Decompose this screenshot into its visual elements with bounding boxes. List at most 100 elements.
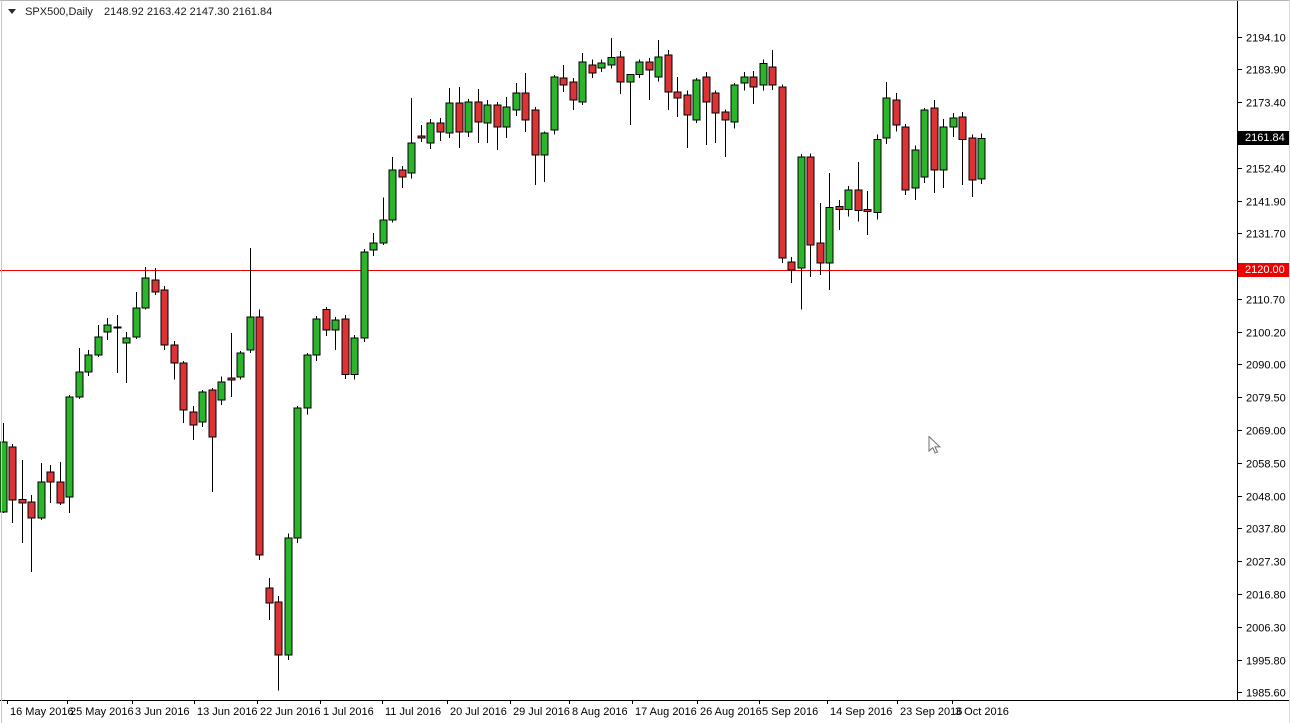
candle-body-down xyxy=(901,126,910,191)
price-axis-label: 2100.20 xyxy=(1246,328,1286,340)
time-axis-label: 26 Aug 2016 xyxy=(700,706,762,718)
ohlc-values-label: 2148.92 2163.42 2147.30 2161.84 xyxy=(104,6,273,18)
time-axis-label: 13 Jun 2016 xyxy=(197,706,258,718)
candle-body-down xyxy=(27,501,36,519)
candle-body-up xyxy=(911,149,920,189)
candle-body-up xyxy=(797,156,806,269)
candle-body-up xyxy=(550,76,559,131)
candle-body-down xyxy=(56,481,65,504)
candle-body-up xyxy=(350,337,359,376)
candle-body-down xyxy=(151,279,160,293)
candle-body-down xyxy=(806,156,815,246)
time-axis-label: 22 Jun 2016 xyxy=(260,706,321,718)
candle-body-up xyxy=(759,63,768,86)
candle-body-down xyxy=(46,471,55,483)
price-axis-label: 2110.70 xyxy=(1246,295,1285,307)
candle-body-up xyxy=(369,242,378,251)
window-frame-left xyxy=(1,0,2,723)
candle-body-up xyxy=(483,104,492,124)
candle-body-up xyxy=(654,56,663,78)
candle-body-down xyxy=(436,122,445,133)
candle-body-up xyxy=(65,396,74,498)
time-axis-label: 3 Jun 2016 xyxy=(135,706,189,718)
price-axis-label: 2090.00 xyxy=(1246,360,1286,372)
price-axis-label: 2183.90 xyxy=(1246,65,1286,77)
candle-body-down xyxy=(455,102,464,133)
candle-body-down xyxy=(702,76,711,103)
candle-body-up xyxy=(445,102,454,134)
symbol-dropdown-icon[interactable] xyxy=(8,9,16,14)
candle-body-up xyxy=(141,277,150,309)
time-axis-label: 29 Jul 2016 xyxy=(513,706,570,718)
time-axis-label: 23 Sep 2016 xyxy=(900,706,962,718)
price-axis-label: 1985.60 xyxy=(1246,688,1286,700)
time-axis-label: 20 Jul 2016 xyxy=(450,706,507,718)
candle-body-down xyxy=(892,99,901,126)
candle-body-up xyxy=(246,316,255,351)
price-axis-label: 1995.80 xyxy=(1246,656,1286,668)
candle-body-down xyxy=(664,54,673,93)
candle-body-up xyxy=(303,354,312,409)
candle-body-up xyxy=(578,61,587,103)
price-axis-label: 2131.70 xyxy=(1246,229,1286,241)
candle-body-up xyxy=(740,76,749,84)
candle-body-up xyxy=(692,79,701,121)
candle-body-down xyxy=(673,91,682,99)
candle-body-up xyxy=(730,84,739,123)
price-axis-label: 2048.00 xyxy=(1246,492,1286,504)
current-price-badge: 2161.84 xyxy=(1238,131,1290,145)
horizontal-line-price-value: 2120.00 xyxy=(1245,264,1285,276)
candle-body-down xyxy=(645,61,654,71)
price-axis-label: 2016.80 xyxy=(1246,590,1286,602)
price-axis-label: 2152.40 xyxy=(1246,164,1286,176)
candle-body-up xyxy=(312,318,321,356)
candle-body-up xyxy=(284,537,293,656)
chart-header: SPX500,Daily 2148.92 2163.42 2147.30 216… xyxy=(8,6,272,18)
price-axis-label: 2058.50 xyxy=(1246,459,1286,471)
candle-body-down xyxy=(255,316,264,556)
candle-body-up xyxy=(635,61,644,76)
candle-body-down xyxy=(778,86,787,259)
candle-body-down xyxy=(274,601,283,656)
candle-body-down xyxy=(616,56,625,83)
candle-body-down xyxy=(170,344,179,364)
candle-body-down xyxy=(521,92,530,121)
candle-body-up xyxy=(920,109,929,178)
candle-body-up xyxy=(426,122,435,144)
candle-body-up xyxy=(388,169,397,221)
candle-body-down xyxy=(417,135,426,139)
time-axis-label: 25 May 2016 xyxy=(70,706,134,718)
candle-body-down xyxy=(683,94,692,116)
candle-body-down xyxy=(474,101,483,123)
candle-body-up xyxy=(75,371,84,398)
time-axis-label: 11 Jul 2016 xyxy=(385,706,441,718)
candle-body-down xyxy=(863,208,872,212)
candle-body-down xyxy=(968,137,977,181)
candle-body-down xyxy=(189,411,198,426)
candle-body-up xyxy=(37,481,46,519)
price-axis-label: 2037.80 xyxy=(1246,524,1286,536)
candle-body-down xyxy=(8,446,17,501)
candle-body-down xyxy=(930,107,939,171)
candle-body-up xyxy=(825,206,834,264)
candle-body-up xyxy=(122,337,131,344)
price-axis-label: 2194.10 xyxy=(1246,33,1286,45)
candle-body-down xyxy=(559,77,568,86)
candle-body-up xyxy=(882,97,891,139)
price-axis-label: 2141.90 xyxy=(1246,197,1286,209)
time-axis-label: 16 May 2016 xyxy=(10,706,74,718)
candle-body-down xyxy=(958,116,967,141)
candle-body-up xyxy=(84,354,93,373)
candle-body-up xyxy=(607,57,616,66)
candle-body-up xyxy=(132,307,141,338)
time-axis-label: 14 Sep 2016 xyxy=(830,706,892,718)
candle-body-down xyxy=(588,64,597,74)
candle-body-up xyxy=(512,92,521,111)
candle-body-up xyxy=(844,189,853,210)
candle-body-up xyxy=(464,101,473,133)
candle-body-up xyxy=(198,391,207,423)
candle-body-down xyxy=(493,104,502,128)
candle-body-up xyxy=(939,126,948,171)
